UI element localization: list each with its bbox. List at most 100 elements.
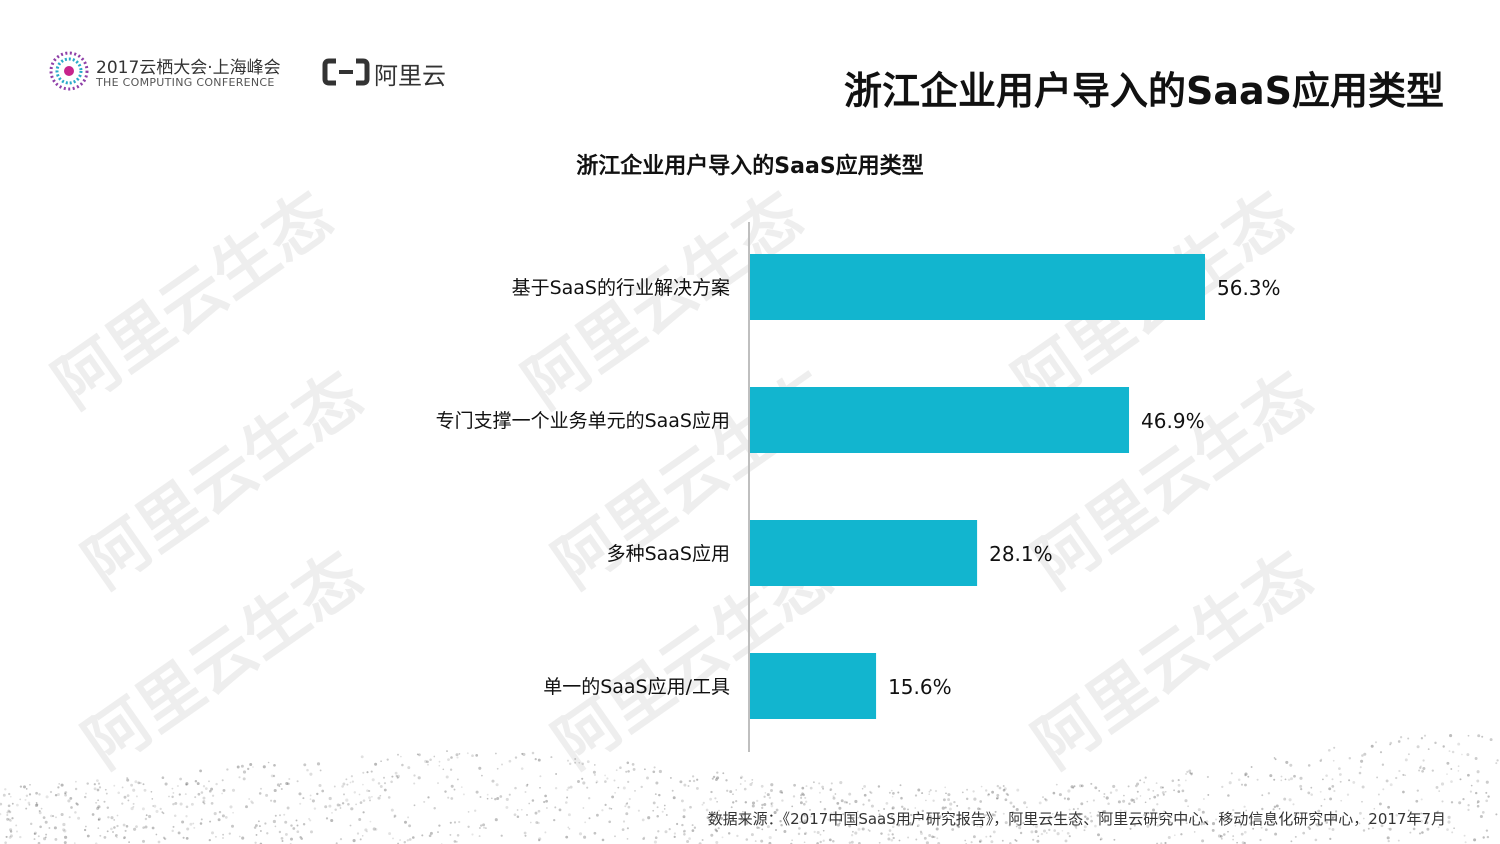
decor-dot: [625, 770, 628, 773]
decor-dot: [279, 783, 282, 785]
decor-dot: [1207, 793, 1210, 796]
decor-dot: [1097, 833, 1100, 837]
decor-dot: [998, 786, 1002, 790]
decor-dot: [1442, 745, 1445, 748]
decor-dot: [236, 765, 240, 769]
decor-dot: [299, 836, 302, 839]
decor-dot: [714, 819, 718, 822]
decor-dot: [273, 799, 277, 803]
decor-dot: [162, 812, 165, 815]
decor-dot: [248, 798, 251, 800]
decor-dot: [171, 829, 174, 833]
decor-dot: [854, 831, 858, 835]
decor-dot: [1470, 784, 1473, 787]
decor-dot: [11, 817, 14, 820]
decor-dot: [663, 804, 666, 807]
decor-dot: [1055, 783, 1058, 786]
decor-dot: [1464, 841, 1467, 844]
decor-dot: [1361, 754, 1364, 757]
decor-dot: [1376, 776, 1379, 779]
decor-dot: [1197, 808, 1201, 812]
decor-dot: [1316, 823, 1320, 827]
decor-dot: [1362, 817, 1365, 820]
decor-dot: [730, 806, 733, 809]
decor-dot: [1476, 770, 1480, 774]
decor-dot: [588, 797, 591, 800]
decor-dot: [1064, 839, 1068, 843]
decor-dot: [1294, 814, 1297, 817]
decor-dot: [740, 775, 744, 779]
decor-dot: [604, 780, 607, 783]
decor-dot: [427, 796, 430, 799]
decor-dot: [567, 826, 570, 829]
decor-dot: [529, 821, 532, 824]
decor-dot: [1152, 808, 1155, 812]
decor-dot: [877, 785, 881, 788]
decor-dot: [1308, 827, 1312, 830]
decor-dot: [1377, 793, 1380, 796]
decor-dot: [1381, 763, 1385, 766]
decor-dot: [334, 808, 337, 811]
decor-dot: [899, 784, 902, 787]
decor-dot: [1234, 824, 1237, 827]
decor-dot: [302, 797, 305, 800]
decor-dot: [858, 823, 861, 825]
decor-dot: [828, 838, 832, 842]
decor-dot: [870, 804, 874, 808]
decor-dot: [725, 779, 728, 782]
decor-dot: [366, 771, 369, 774]
decor-dot: [1323, 798, 1326, 801]
decor-dot: [812, 781, 815, 784]
decor-dot: [1047, 817, 1051, 820]
decor-dot: [1123, 810, 1127, 814]
decor-dot: [627, 780, 630, 784]
decor-dot: [799, 820, 802, 824]
decor-dot: [1136, 790, 1139, 793]
decor-dot: [550, 756, 553, 759]
decor-dot: [1328, 787, 1332, 791]
decor-dot: [479, 796, 482, 798]
decor-dot: [1244, 783, 1247, 787]
decor-dot: [688, 779, 692, 783]
decor-dot: [1446, 828, 1449, 831]
decor-dot: [1200, 823, 1203, 826]
decor-dot: [977, 807, 980, 811]
decor-dot: [142, 826, 145, 829]
decor-dot: [404, 820, 407, 824]
decor-dot: [1434, 741, 1437, 745]
decor-dot: [1378, 802, 1382, 806]
decor-dot: [1250, 816, 1254, 819]
category-label-2: 专门支撑一个业务单元的SaaS应用: [436, 410, 730, 432]
decor-dot: [801, 786, 805, 790]
decor-dot: [1019, 831, 1023, 835]
decor-dot: [1136, 782, 1140, 786]
decor-dot: [296, 780, 299, 783]
decor-dot: [1098, 789, 1101, 792]
decor-dot: [98, 786, 102, 789]
decor-dot: [1409, 831, 1412, 834]
decor-dot: [221, 779, 224, 782]
decor-dot: [400, 755, 402, 758]
decor-dot: [475, 790, 479, 794]
decor-dot: [16, 830, 18, 833]
decor-dot: [890, 838, 894, 842]
decor-dot: [595, 781, 598, 784]
decor-dot: [97, 827, 100, 829]
decor-dot: [309, 819, 312, 822]
decor-dot: [43, 837, 47, 841]
decor-dot: [155, 833, 158, 836]
decor-dot: [178, 793, 181, 796]
decor-dot: [456, 834, 460, 837]
decor-dot: [1037, 835, 1040, 838]
decor-dot: [229, 805, 233, 809]
decor-dot: [979, 817, 983, 821]
decor-dot: [211, 831, 214, 835]
decor-dot: [625, 812, 629, 816]
decor-dot: [658, 769, 662, 774]
decor-dot: [1045, 798, 1048, 802]
decor-dot: [985, 835, 988, 838]
decor-dot: [359, 838, 362, 841]
decor-dot: [1292, 803, 1295, 806]
decor-dot: [1191, 772, 1193, 774]
